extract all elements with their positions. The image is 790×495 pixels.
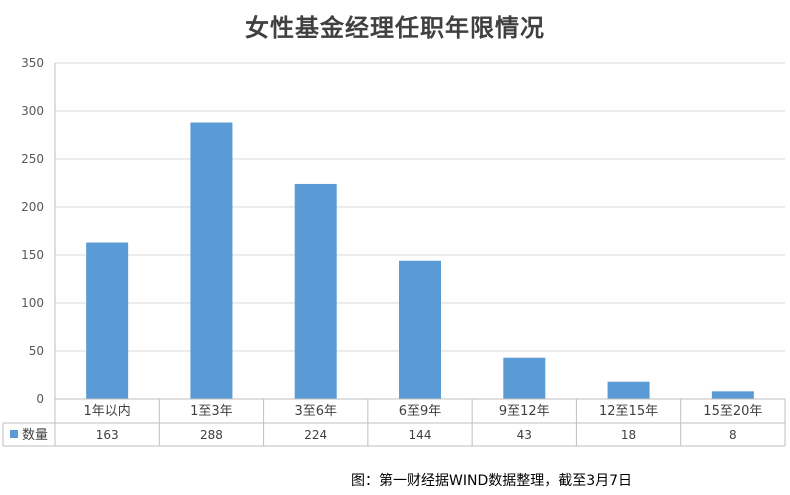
data-value: 288: [200, 428, 223, 442]
chart-title: 女性基金经理任职年限情况: [245, 13, 545, 42]
data-value: 8: [729, 428, 737, 442]
series-name: 数量: [22, 428, 48, 443]
bars: [86, 122, 754, 400]
category-label: 1年以内: [84, 403, 131, 419]
bar: [399, 260, 441, 399]
y-tick-label: 50: [29, 344, 44, 358]
data-value: 18: [621, 428, 636, 442]
data-value: 224: [304, 428, 327, 442]
bar: [86, 242, 129, 399]
y-tick-label: 0: [36, 392, 44, 406]
category-label: 6至9年: [399, 404, 442, 419]
bar: [503, 357, 546, 399]
data-value: 144: [409, 428, 432, 442]
legend-swatch: [10, 430, 18, 438]
y-tick-label: 100: [21, 296, 44, 310]
chart-caption: 图：第一财经据WIND数据整理，截至3月7日: [351, 473, 633, 489]
y-tick-label: 150: [21, 248, 44, 262]
category-label: 12至15年: [599, 404, 658, 419]
y-tick-label: 250: [21, 152, 44, 166]
bar: [294, 183, 337, 399]
category-label: 3至6年: [294, 404, 337, 419]
category-label: 15至20年: [703, 404, 762, 419]
data-value: 43: [517, 428, 532, 442]
y-tick-label: 200: [21, 200, 44, 214]
y-axis-ticks: 0 50 100 150 200 250 300 350: [21, 56, 44, 406]
data-value: 163: [96, 428, 119, 442]
y-tick-label: 350: [21, 56, 44, 70]
bar: [607, 381, 650, 399]
bar: [190, 122, 233, 400]
bar: [711, 391, 754, 399]
y-tick-label: 300: [21, 104, 44, 118]
category-label: 9至12年: [499, 404, 550, 419]
category-label: 1至3年: [190, 404, 233, 419]
